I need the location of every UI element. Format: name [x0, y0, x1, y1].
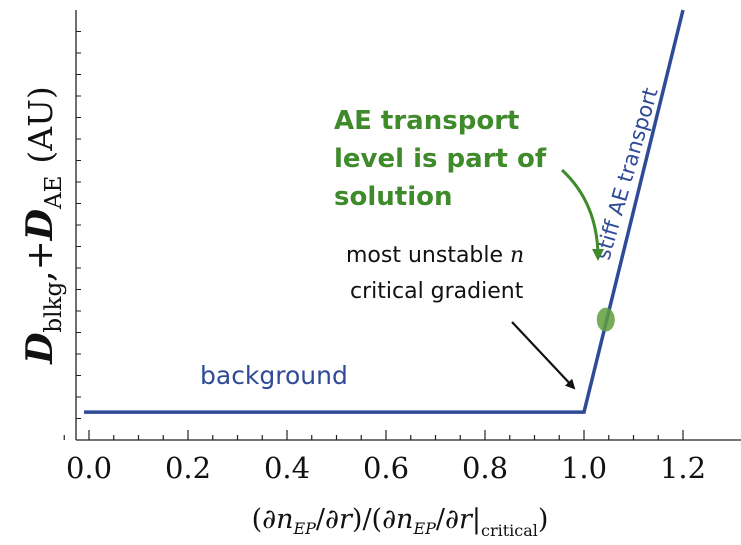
plot-frame	[75, 10, 741, 441]
background-annotation: background	[200, 361, 348, 390]
y-minor-ticks	[76, 31, 81, 441]
critical-gradient-arrow	[511, 321, 576, 390]
critical-gradient-annotation-line2: critical gradient	[350, 279, 524, 304]
ylabel-d1: D	[19, 333, 61, 365]
x-tick-label: 0.2	[165, 451, 211, 485]
xlabel-r2: r	[459, 504, 474, 535]
x-tick-label: 0.0	[66, 451, 112, 485]
ylabel-sub1: blkg	[41, 282, 67, 333]
x-tick-label: 0.4	[264, 451, 310, 485]
green-annotation-line3: solution	[334, 182, 452, 212]
x-tick-labels: 0.0 0.2 0.4 0.6 0.8 1.0 1.2	[66, 451, 706, 485]
solution-arrow	[560, 168, 604, 261]
ylabel-sub2: AE	[41, 176, 67, 210]
ylabel-plus: ,+	[20, 240, 61, 282]
svg-text:Dblkg,+DAE(AU): Dblkg,+DAE(AU)	[19, 86, 67, 365]
x-tick-label: 0.8	[462, 451, 508, 485]
xlabel-sub2: EP	[412, 519, 436, 538]
xlabel-open1: (∂	[252, 504, 277, 535]
xlabel-slash2: /∂	[436, 504, 459, 535]
y-axis-label: Dblkg,+DAE(AU)	[19, 86, 67, 365]
series-line	[84, 9, 685, 414]
x-tick-label: 1.0	[561, 451, 607, 485]
xlabel-mid: )/(∂	[352, 504, 396, 535]
x-tick-label: 0.6	[363, 451, 409, 485]
green-annotation-line2: level is part of	[334, 144, 547, 174]
xlabel-sub1: EP	[292, 519, 316, 538]
xlabel-bar: |	[472, 504, 481, 535]
x-axis-label: (∂nEP/∂r)/(∂nEP/∂r|critical)	[252, 504, 549, 540]
xlabel-close: )	[538, 504, 549, 535]
critical-annotation-n: n	[510, 243, 524, 268]
critical-annotation-text: most unstable	[346, 243, 503, 268]
xlabel-slash1: /∂	[316, 504, 339, 535]
xlabel-n2: n	[396, 504, 413, 535]
critical-gradient-annotation-line1: most unstable n	[346, 243, 524, 268]
xlabel-n1: n	[276, 504, 293, 535]
xlabel-sub3: critical	[481, 521, 538, 540]
x-tick-label: 1.2	[660, 451, 706, 485]
green-annotation: AE transport level is part of solution	[334, 106, 547, 212]
green-annotation-line1: AE transport	[334, 106, 519, 136]
ylabel-units: (AU)	[21, 86, 60, 163]
series-layer	[84, 9, 685, 414]
solution-marker	[596, 307, 615, 332]
x-ticks	[63, 430, 684, 440]
xlabel-r1: r	[339, 504, 354, 535]
ylabel-d2: D	[19, 209, 61, 241]
